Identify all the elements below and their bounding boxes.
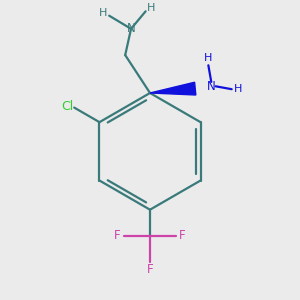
Text: H: H [147, 3, 156, 14]
Text: H: H [234, 84, 242, 94]
Text: F: F [114, 230, 121, 242]
Text: F: F [179, 230, 186, 242]
Text: H: H [204, 53, 212, 63]
Text: F: F [147, 263, 153, 276]
Text: H: H [99, 8, 107, 18]
Text: Cl: Cl [61, 100, 73, 112]
Polygon shape [150, 82, 196, 95]
Text: N: N [127, 22, 135, 35]
Text: N: N [207, 80, 216, 93]
